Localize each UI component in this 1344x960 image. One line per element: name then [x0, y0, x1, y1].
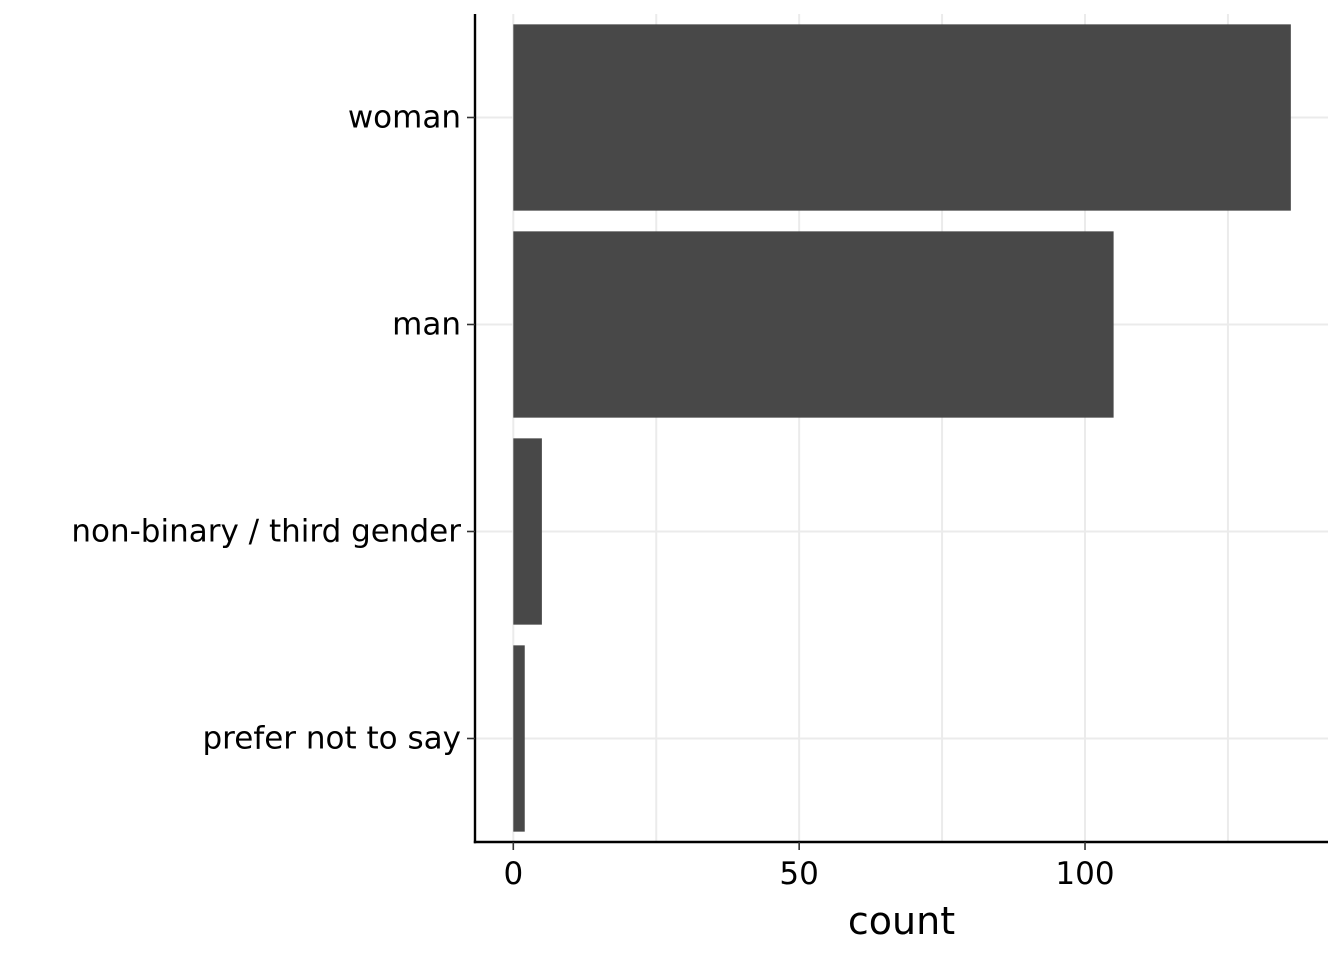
y-tick-label-0: woman [348, 100, 461, 136]
bar-layer [513, 24, 1291, 832]
bar-prefer-not-to-say [513, 645, 525, 832]
y-tick-label-3: prefer not to say [203, 721, 462, 757]
x-tick-label-50: 50 [779, 856, 818, 892]
y-tick-label-1: man [392, 307, 461, 343]
bar-woman [513, 24, 1291, 211]
axis-layer [467, 14, 1328, 850]
x-tick-label-0: 0 [503, 856, 523, 892]
x-tick-label-100: 100 [1055, 856, 1114, 892]
x-axis-title: count [848, 899, 955, 943]
bar-non-binary-third-gender [513, 438, 542, 625]
label-layer: woman man non-binary / third gender prefer … [71, 100, 1114, 893]
bar-man [513, 231, 1114, 418]
y-tick-label-2: non-binary / third gender [71, 514, 461, 550]
